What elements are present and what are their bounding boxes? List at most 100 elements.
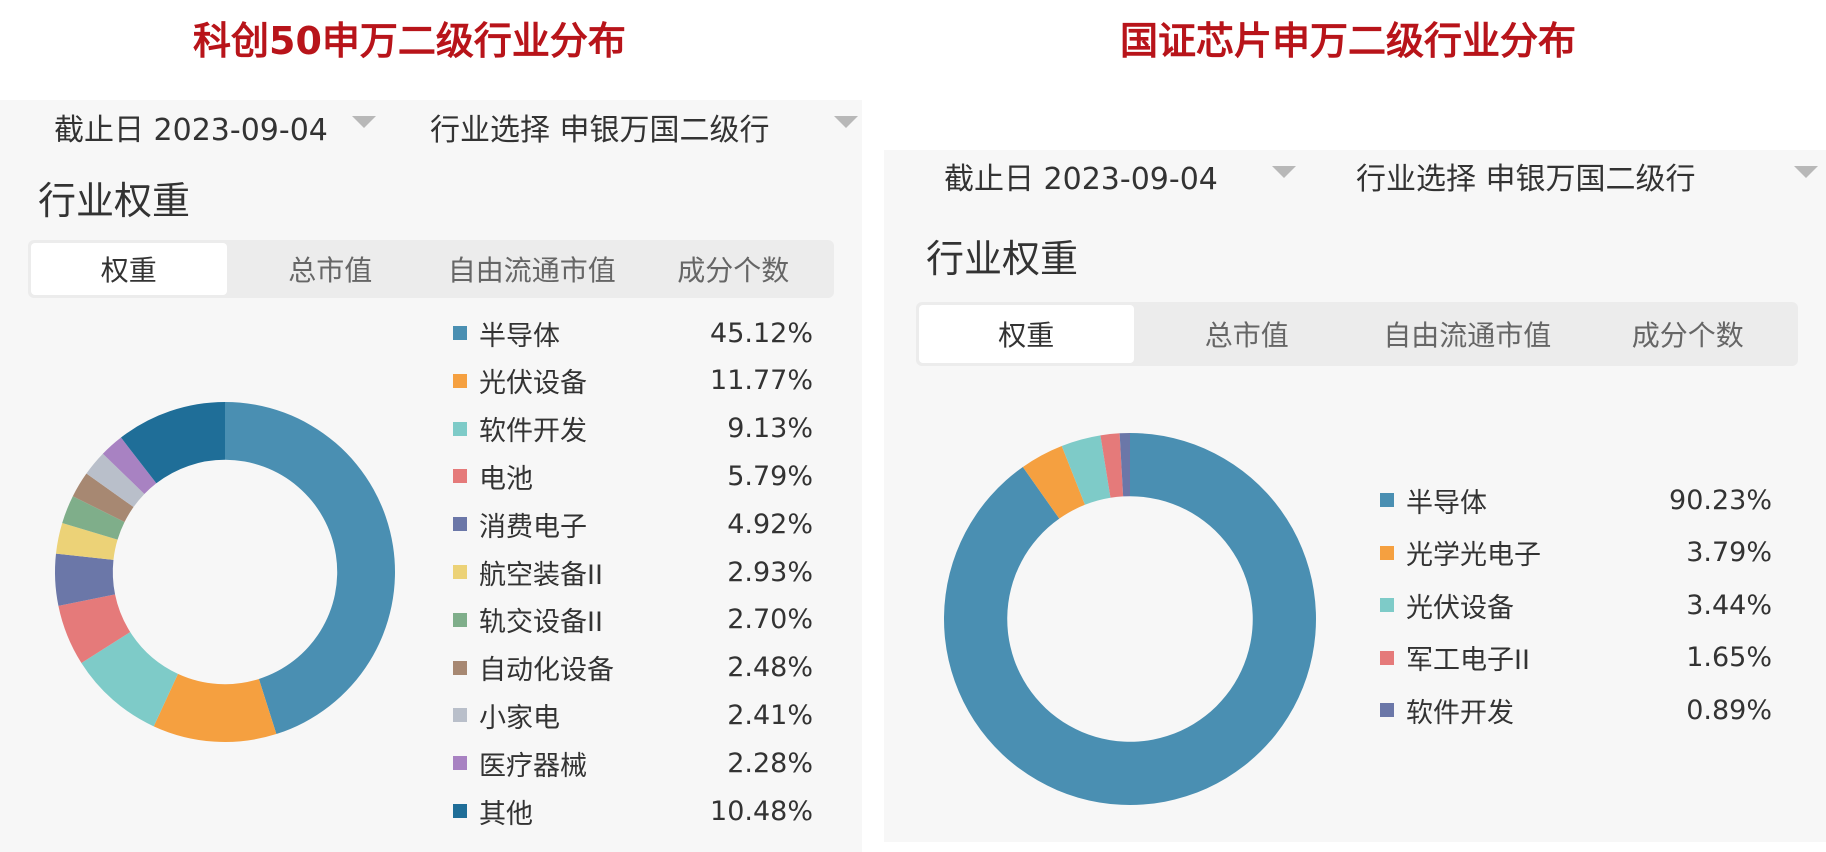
left-legend-swatch	[453, 660, 467, 675]
left-slice-5[interactable]	[55, 523, 118, 560]
left-legend-label: 其他	[479, 798, 533, 830]
right-section-title: 行业权重	[926, 237, 1079, 281]
left-legend-item[interactable]: 消费电子 4.92%	[453, 504, 813, 544]
left-legend-item[interactable]: 其他 10.48%	[453, 791, 813, 831]
right-legend-value: 90.23%	[1669, 484, 1772, 516]
left-legend-item[interactable]: 轨交设备II 2.70%	[453, 600, 813, 640]
right-donut-chart	[944, 433, 1316, 805]
left-tab-bar: 权重 总市值 自由流通市值 成分个数	[28, 240, 834, 298]
left-legend-value: 2.41%	[727, 699, 813, 731]
left-date-dropdown-icon[interactable]	[352, 116, 376, 128]
left-legend-swatch	[453, 326, 467, 340]
left-donut-chart	[54, 402, 396, 742]
right-legend-label: 军工电子II	[1406, 645, 1530, 676]
right-legend-item[interactable]: 光伏设备 3.44%	[1380, 585, 1772, 625]
left-legend-label: 软件开发	[479, 416, 587, 448]
left-legend-item[interactable]: 医疗器械 2.28%	[453, 743, 813, 783]
right-legend-value: 3.79%	[1686, 537, 1772, 568]
left-legend-swatch	[453, 612, 467, 627]
left-legend-swatch	[453, 469, 467, 484]
right-slice-3[interactable]	[1100, 433, 1124, 498]
left-industry-filter[interactable]: 行业选择 申银万国二级行	[430, 105, 770, 149]
right-date-filter-label: 截止日 2023-09-04	[944, 162, 1218, 197]
left-tab-weight[interactable]: 权重	[31, 243, 227, 295]
left-legend-swatch	[453, 373, 467, 388]
right-date-filter[interactable]: 截止日 2023-09-04	[944, 154, 1218, 198]
left-legend-item[interactable]: 光伏设备 11.77%	[453, 361, 813, 401]
right-slice-2[interactable]	[1061, 435, 1111, 505]
left-date-filter[interactable]: 截止日 2023-09-04	[54, 105, 328, 149]
left-slice-9[interactable]	[102, 437, 157, 494]
right-legend-item[interactable]: 半导体 90.23%	[1380, 480, 1772, 520]
left-legend-swatch	[453, 565, 467, 579]
left-legend-value: 11.77%	[710, 365, 813, 397]
left-tab-market-cap[interactable]: 总市值	[288, 254, 373, 287]
right-slice-1[interactable]	[1022, 445, 1085, 519]
right-tab-constituent-count[interactable]: 成分个数	[1631, 319, 1744, 352]
left-slice-1[interactable]	[153, 673, 277, 742]
left-tab-constituent-count[interactable]: 成分个数	[677, 254, 790, 287]
right-slice-0[interactable]	[944, 433, 1316, 805]
left-legend-item[interactable]: 自动化设备 2.48%	[453, 648, 813, 688]
left-legend-label: 轨交设备II	[479, 607, 603, 639]
right-tab-weight[interactable]: 权重	[919, 305, 1134, 363]
left-section-title: 行业权重	[38, 179, 191, 223]
left-slice-7[interactable]	[72, 473, 134, 522]
right-legend-label: 软件开发	[1406, 697, 1514, 729]
right-legend-label: 光伏设备	[1406, 592, 1514, 624]
left-legend-item[interactable]: 电池 5.79%	[453, 456, 813, 496]
left-legend-swatch	[453, 517, 467, 532]
right-legend-item[interactable]: 军工电子II 1.65%	[1380, 638, 1772, 678]
left-legend-value: 2.70%	[727, 604, 813, 636]
right-legend-swatch	[1380, 703, 1394, 717]
right-legend-item[interactable]: 软件开发 0.89%	[1380, 690, 1772, 730]
left-legend-item[interactable]: 小家电 2.41%	[453, 695, 813, 735]
left-slice-3[interactable]	[58, 594, 131, 663]
left-legend-swatch	[453, 708, 467, 723]
right-tab-bar: 权重 总市值 自由流通市值 成分个数	[916, 302, 1798, 366]
right-legend-swatch	[1380, 493, 1394, 507]
left-slice-4[interactable]	[54, 553, 116, 606]
left-legend-label: 航空装备II	[479, 559, 603, 591]
left-legend: 半导体 45.12% 光伏设备 11.77% 软件开发 9.13% 电池 5.79% 消费电子 4…	[453, 313, 813, 830]
left-chart-heading: 科创50申万二级行业分布	[193, 19, 626, 63]
left-legend-value: 45.12%	[710, 317, 813, 349]
right-chart-heading: 国证芯片申万二级行业分布	[1120, 19, 1577, 63]
left-legend-label: 电池	[479, 463, 533, 495]
left-legend-item[interactable]: 半导体 45.12%	[453, 313, 813, 353]
left-legend-label: 小家电	[479, 702, 560, 734]
right-industry-dropdown-icon[interactable]	[1794, 166, 1818, 178]
right-panel: 截止日 2023-09-04 行业选择 申银万国二级行 行业权重 权重 总市值 …	[884, 150, 1826, 842]
left-slice-8[interactable]	[86, 453, 145, 508]
left-legend-value: 9.13%	[727, 413, 813, 445]
left-legend-label: 自动化设备	[479, 655, 614, 687]
left-slice-0[interactable]	[225, 402, 396, 735]
right-legend-value: 3.44%	[1686, 589, 1772, 621]
left-legend-value: 10.48%	[710, 795, 813, 827]
left-industry-dropdown-icon[interactable]	[834, 116, 858, 128]
left-legend-value: 5.79%	[727, 460, 813, 492]
left-legend-swatch	[453, 421, 467, 436]
right-slice-4[interactable]	[1119, 433, 1130, 497]
right-tab-free-float-cap[interactable]: 自由流通市值	[1383, 319, 1552, 352]
left-legend-item[interactable]: 航空装备II 2.93%	[453, 552, 813, 592]
left-slice-2[interactable]	[81, 632, 178, 727]
right-legend-label: 半导体	[1406, 487, 1487, 519]
left-tab-free-float-cap[interactable]: 自由流通市值	[447, 254, 616, 287]
right-legend-item[interactable]: 光学光电子 3.79%	[1380, 533, 1772, 573]
right-legend-swatch	[1380, 545, 1394, 560]
left-legend-value: 2.93%	[727, 556, 813, 588]
right-legend-value: 0.89%	[1686, 694, 1772, 726]
right-legend-value: 1.65%	[1686, 642, 1772, 673]
left-legend-label: 半导体	[479, 320, 560, 352]
left-legend-item[interactable]: 软件开发 9.13%	[453, 409, 813, 449]
right-legend-label: 光学光电子	[1406, 540, 1541, 571]
left-legend-label: 光伏设备	[479, 368, 587, 400]
left-slice-10[interactable]	[120, 402, 225, 484]
right-date-dropdown-icon[interactable]	[1272, 166, 1296, 178]
right-industry-filter[interactable]: 行业选择 申银万国二级行	[1356, 154, 1696, 198]
left-slice-6[interactable]	[62, 496, 125, 540]
left-date-filter-label: 截止日 2023-09-04	[54, 113, 328, 148]
left-industry-filter-label: 行业选择 申银万国二级行	[430, 113, 770, 148]
right-tab-market-cap[interactable]: 总市值	[1204, 319, 1289, 352]
